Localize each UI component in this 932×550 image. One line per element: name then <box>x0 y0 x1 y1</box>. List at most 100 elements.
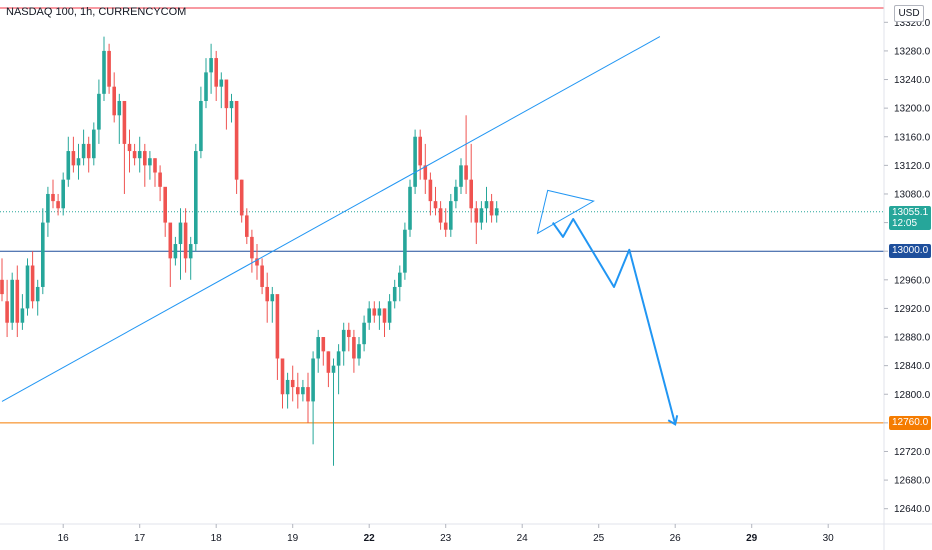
candle-body <box>30 265 35 302</box>
candle-body <box>326 351 331 373</box>
candle-body <box>56 201 60 209</box>
candle-body <box>66 151 71 180</box>
date-tick-label: 22 <box>364 533 376 544</box>
candle-body <box>341 329 346 352</box>
candle-body <box>188 244 193 259</box>
time-axis: 16 17 18 19 22 23 24 25 26 29 30 <box>0 523 932 544</box>
price-tick-label: 13320.0 <box>894 18 931 29</box>
candle-body <box>474 208 479 223</box>
candle-body <box>51 193 55 202</box>
candle-body <box>173 244 178 259</box>
price-tick-label: 13240.0 <box>894 75 931 86</box>
candle-body <box>107 50 111 87</box>
candle-body <box>382 308 387 323</box>
candle-body <box>352 337 356 359</box>
candle-body <box>479 208 484 223</box>
candle-body <box>35 286 40 302</box>
candle-body <box>367 308 371 323</box>
candle-body <box>76 158 81 166</box>
candle-body <box>484 201 489 209</box>
candle-body <box>15 279 20 323</box>
candle-body <box>494 208 499 216</box>
candle-body <box>209 58 213 73</box>
candle-body <box>245 215 249 237</box>
candle-body <box>229 100 234 109</box>
candle-body <box>219 79 224 87</box>
candle-body <box>464 165 468 180</box>
candle-body <box>433 201 438 209</box>
candle-body <box>239 179 244 216</box>
candle-body <box>234 100 239 180</box>
date-tick-label: 26 <box>670 533 682 544</box>
candle-body <box>469 179 473 209</box>
support-level-tag: 13000.0 <box>889 244 932 259</box>
date-tick-label: 24 <box>517 533 529 544</box>
price-tick-label: 12960.0 <box>894 275 931 286</box>
price-axis: 13320.0 13280.0 13240.0 13200.0 13160.0 13120… <box>883 0 931 550</box>
date-tick-label: 16 <box>58 533 70 544</box>
candle-body <box>41 222 45 287</box>
triangle-pattern <box>536 189 595 235</box>
candle-body <box>46 193 50 223</box>
price-tick-label: 12720.0 <box>894 447 931 458</box>
target-level-tag: 12760.0 <box>889 415 932 430</box>
candle-body <box>275 294 280 359</box>
candle-body <box>413 136 417 187</box>
candle-body <box>122 100 127 144</box>
price-tick-label: 12880.0 <box>894 333 931 344</box>
candle-body <box>143 151 147 166</box>
candle-body <box>132 151 137 159</box>
candle-body <box>398 272 402 287</box>
candle-body <box>408 186 412 230</box>
candle-body <box>102 50 106 94</box>
candle-body <box>148 158 152 166</box>
candle-body <box>454 186 458 202</box>
candlestick-series <box>0 36 499 466</box>
date-tick-label: 23 <box>440 533 452 544</box>
candle-body <box>423 165 428 180</box>
price-tick-label: 12920.0 <box>894 304 931 315</box>
candle-body <box>443 222 448 230</box>
candle-body <box>438 208 443 223</box>
date-tick-label: 17 <box>134 533 146 544</box>
candle-body <box>392 286 397 302</box>
candle-body <box>377 308 382 316</box>
candle-body <box>418 136 422 166</box>
candle-body <box>137 151 142 159</box>
candle-body <box>362 322 366 345</box>
candle-body <box>336 351 341 366</box>
candle-body <box>183 222 188 259</box>
candle-body <box>0 279 4 295</box>
candle-body <box>301 387 305 395</box>
currency-selector[interactable]: USD <box>894 5 924 22</box>
price-tick-label: 12680.0 <box>894 476 931 487</box>
date-tick-label: 19 <box>287 533 299 544</box>
candle-body <box>5 301 9 323</box>
candle-body <box>296 387 300 395</box>
candle-body <box>97 93 101 130</box>
bar-countdown: 12:05 <box>892 217 918 229</box>
candle-body <box>20 308 25 323</box>
projection-path <box>551 218 677 425</box>
date-tick-label: 29 <box>746 533 758 544</box>
candle-body <box>331 365 336 373</box>
analysis-drawings <box>1 36 679 426</box>
candle-body <box>112 86 116 116</box>
candle-body <box>81 143 86 159</box>
candle-body <box>10 279 14 323</box>
current-price-tag: 13055.1 12:05 <box>889 205 932 230</box>
candle-body <box>153 158 157 173</box>
candle-body <box>321 337 326 352</box>
current-price-value: 13055.1 <box>892 206 929 218</box>
candle-body <box>168 222 173 259</box>
date-tick-label: 30 <box>823 533 835 544</box>
price-tick-label: 12640.0 <box>894 504 931 515</box>
candle-body <box>158 172 162 187</box>
candle-body <box>347 329 351 338</box>
date-tick-label: 18 <box>211 533 223 544</box>
arrow-head-icon <box>667 415 679 426</box>
candle-body <box>372 308 377 316</box>
candle-body <box>311 358 315 402</box>
candle-body <box>178 222 183 245</box>
